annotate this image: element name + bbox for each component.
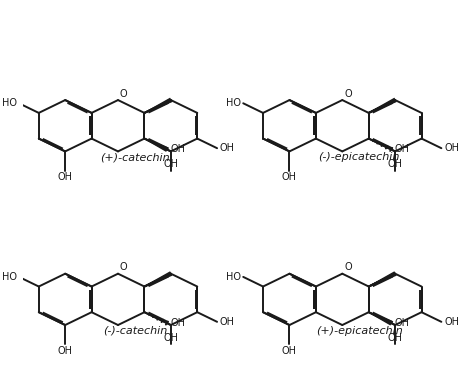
Polygon shape (369, 312, 392, 324)
Text: HO: HO (226, 272, 241, 282)
Text: HO: HO (2, 98, 17, 108)
Text: OH: OH (220, 143, 235, 153)
Text: OH: OH (171, 144, 185, 154)
Text: OH: OH (388, 333, 402, 343)
Text: OH: OH (395, 318, 410, 328)
Text: OH: OH (444, 143, 459, 153)
Text: HO: HO (2, 272, 17, 282)
Text: (+)-catechin: (+)-catechin (100, 152, 170, 162)
Text: OH: OH (164, 333, 178, 343)
Polygon shape (369, 272, 396, 286)
Text: O: O (120, 262, 128, 272)
Text: OH: OH (388, 159, 402, 169)
Polygon shape (145, 272, 172, 286)
Polygon shape (369, 98, 396, 113)
Polygon shape (145, 139, 168, 151)
Text: OH: OH (282, 172, 297, 182)
Text: HO: HO (226, 98, 241, 108)
Text: OH: OH (220, 317, 235, 327)
Text: OH: OH (282, 346, 297, 356)
Text: O: O (344, 262, 352, 272)
Text: OH: OH (58, 346, 73, 356)
Text: O: O (120, 88, 128, 98)
Polygon shape (145, 98, 172, 113)
Text: OH: OH (171, 318, 185, 328)
Text: OH: OH (444, 317, 459, 327)
Text: OH: OH (58, 172, 73, 182)
Text: O: O (344, 88, 352, 98)
Text: OH: OH (164, 159, 178, 169)
Text: (+)-epicatechin: (+)-epicatechin (316, 326, 402, 336)
Text: (-)-catechin: (-)-catechin (103, 326, 167, 336)
Text: OH: OH (395, 144, 410, 154)
Text: (-)-epicatechin: (-)-epicatechin (319, 152, 400, 162)
